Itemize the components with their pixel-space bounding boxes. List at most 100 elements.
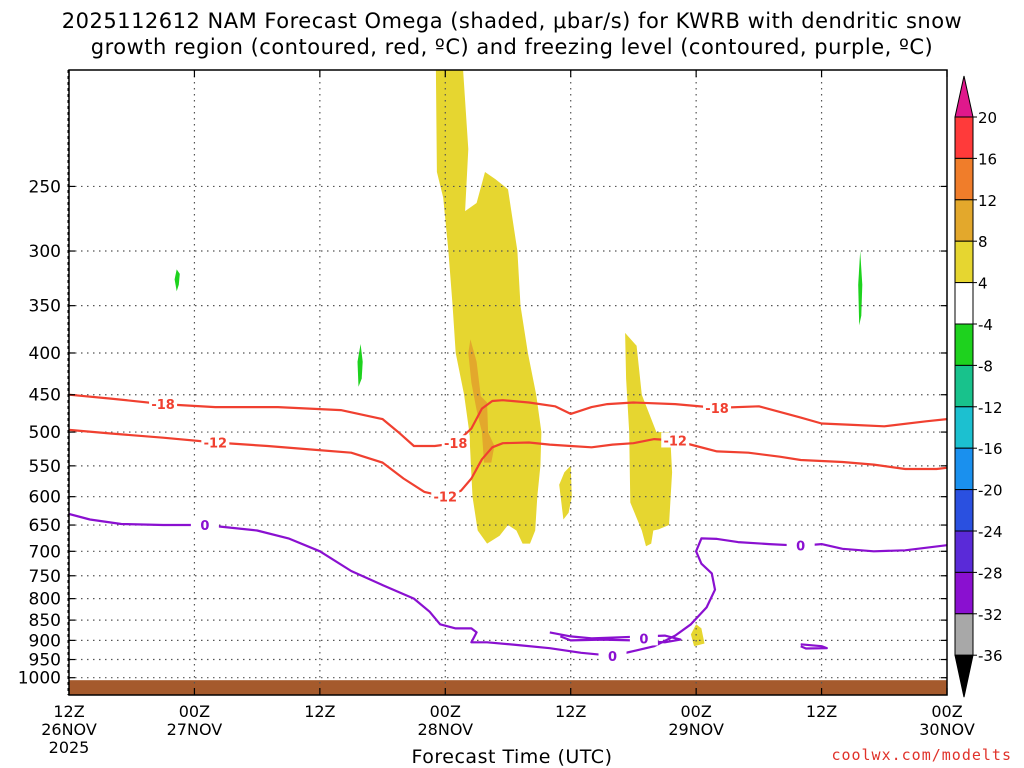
y-tick-label: 700 <box>29 542 61 562</box>
contour-label: 0 <box>200 519 209 534</box>
chart-title-line2: growth region (contoured, red, ºC) and f… <box>90 35 934 59</box>
y-tick-label: 400 <box>29 344 61 364</box>
omega-region-4-to-8 <box>690 624 705 647</box>
colorbar-bottom-arrow <box>954 654 974 698</box>
y-tick-label: 500 <box>29 423 61 443</box>
contour-label-bg <box>431 488 460 504</box>
chart-title-line1: 2025112612 NAM Forecast Omega (shaded, μ… <box>61 9 963 33</box>
colorbar-top-arrow <box>954 75 974 118</box>
contour-line <box>549 631 682 644</box>
contour-label-bg <box>190 517 219 533</box>
x-tick-label: 00Z <box>179 702 210 721</box>
x-tick-label: 12Z <box>806 702 837 721</box>
contour-label: -18 <box>705 402 729 417</box>
colorbar-segment <box>954 447 974 491</box>
plot-area: -18 -18 -18 -12 -12 -12 0 0 0 0 <box>69 70 947 695</box>
y-tick-label: 850 <box>29 611 61 631</box>
x-tick-label: 29NOV <box>668 720 724 739</box>
terrain-fill <box>69 680 947 695</box>
colorbar-label: -20 <box>978 482 1003 500</box>
colorbar-label: 16 <box>978 150 997 168</box>
x-tick-label: 26NOV <box>41 720 97 739</box>
omega-region-4-to-8 <box>435 70 542 544</box>
colorbar-label: 8 <box>978 233 988 251</box>
y-tick-label: 1000 <box>18 669 61 689</box>
y-tick-label: 350 <box>29 297 61 317</box>
contour-line <box>69 428 947 498</box>
contour-label: -12 <box>434 491 458 506</box>
colorbar: 20 16 12 8 4 -4 -8 -12 -16 -20 -24 -28 -32 -36 <box>954 75 1003 698</box>
colorbar-label: 12 <box>978 192 997 210</box>
x-tick-label: 12Z <box>53 702 84 721</box>
y-tick-label: 250 <box>29 177 61 197</box>
colorbar-label: 4 <box>978 275 988 293</box>
contour-line <box>800 643 828 650</box>
colorbar-segment <box>954 282 974 325</box>
x-tick-label: 2025 <box>49 738 90 757</box>
x-axis-title: Forecast Time (UTC) <box>411 746 613 768</box>
x-tick-label: 30NOV <box>919 720 975 739</box>
y-tick-label: 750 <box>29 567 61 587</box>
colorbar-label: -32 <box>978 606 1003 624</box>
y-tick-label: 950 <box>29 651 61 671</box>
x-tick-label: 00Z <box>931 702 962 721</box>
colorbar-label: -36 <box>978 647 1003 665</box>
contour-label: -12 <box>204 437 228 452</box>
colorbar-segment <box>954 489 974 532</box>
colorbar-label: -24 <box>978 523 1003 541</box>
plot-clip-group: -18 -18 -18 -12 -12 -12 0 0 0 0 <box>69 70 947 695</box>
plot-frame <box>68 69 948 696</box>
y-tick-label: 800 <box>29 590 61 610</box>
y-tick-label: 300 <box>29 242 61 262</box>
chart-title: 2025112612 NAM Forecast Omega (shaded, μ… <box>0 8 1024 60</box>
contour-label-bg <box>201 434 230 450</box>
omega-region-4-to-8 <box>559 465 572 520</box>
contour-label-bg <box>786 537 815 553</box>
y-tick-label: 450 <box>29 386 61 406</box>
colorbar-segment <box>954 199 974 242</box>
x-tick-label: 00Z <box>430 702 461 721</box>
colorbar-label: -8 <box>978 357 993 375</box>
contour-label-bg <box>629 630 658 646</box>
colorbar-segment <box>954 157 974 201</box>
contour-label-bg <box>703 399 732 415</box>
contour-label: -18 <box>444 437 468 452</box>
colorbar-segment <box>954 406 974 449</box>
colorbar-segment <box>954 240 974 284</box>
contour-label: -12 <box>663 434 687 449</box>
y-tick-label: 650 <box>29 516 61 536</box>
colorbar-segment <box>954 613 974 656</box>
x-tick-label: 00Z <box>680 702 711 721</box>
colorbar-segment <box>954 530 974 573</box>
y-tick-label: 900 <box>29 631 61 651</box>
contour-line <box>69 512 947 657</box>
colorbar-label: 20 <box>978 109 997 127</box>
y-tick-label: 600 <box>29 488 61 508</box>
x-tick-label: 12Z <box>555 702 586 721</box>
contour-label: -18 <box>151 398 175 413</box>
colorbar-segment <box>954 116 974 159</box>
contour-label: 0 <box>608 650 617 665</box>
x-tick-label: 12Z <box>304 702 335 721</box>
colorbar-segment <box>954 364 974 408</box>
omega-region-neg4-to-neg8 <box>858 251 863 326</box>
x-tick-label: 27NOV <box>167 720 223 739</box>
contour-line <box>69 393 947 448</box>
omega-region-8-to-12 <box>468 339 495 463</box>
colorbar-label: -4 <box>978 316 993 334</box>
colorbar-label: -16 <box>978 440 1003 458</box>
contour-label-bg <box>149 396 178 412</box>
contour-label-bg <box>441 435 470 451</box>
x-tick-label: 28NOV <box>417 720 473 739</box>
colorbar-segment <box>954 323 974 366</box>
contour-label-bg <box>661 432 690 448</box>
omega-region-neg4-to-neg8 <box>174 269 180 292</box>
colorbar-label: -12 <box>978 399 1003 417</box>
contour-label: 0 <box>639 632 648 647</box>
y-tick-label: 550 <box>29 457 61 477</box>
contour-label-bg <box>598 647 627 663</box>
contour-label: 0 <box>796 540 805 555</box>
colorbar-label: -28 <box>978 564 1003 582</box>
colorbar-segment <box>954 571 974 615</box>
